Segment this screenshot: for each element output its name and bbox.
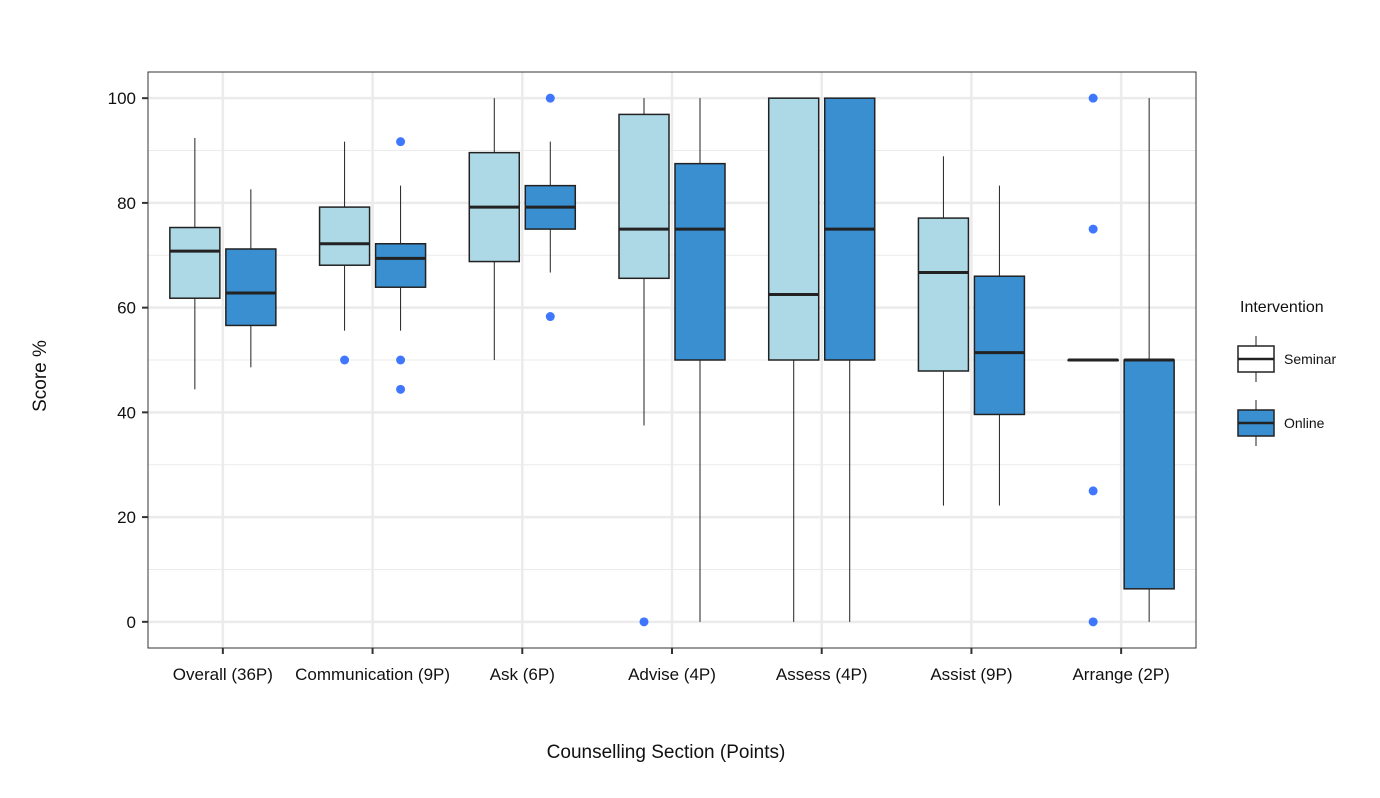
outlier-point (1088, 224, 1098, 234)
outlier-point (1088, 93, 1098, 103)
x-tick-label: Assist (9P) (930, 665, 1012, 684)
y-tick-label: 20 (117, 508, 136, 527)
y-tick-label: 100 (108, 89, 136, 108)
outlier-point (545, 312, 555, 322)
box-online (225, 248, 277, 327)
box-online (674, 162, 726, 361)
legend-label-online: Online (1284, 415, 1325, 431)
box-seminar (318, 206, 371, 266)
boxes-layer (169, 93, 1175, 627)
y-axis-title: Score % (30, 340, 51, 412)
box-seminar (618, 113, 670, 280)
x-tick-label: Ask (6P) (490, 665, 555, 684)
y-tick-label: 40 (117, 403, 136, 422)
y-tick-label: 0 (127, 613, 136, 632)
x-tick-label: Overall (36P) (173, 665, 273, 684)
outlier-point (340, 355, 350, 365)
box-online (1123, 359, 1175, 590)
legend-title: Intervention (1240, 299, 1324, 316)
box-seminar (169, 226, 221, 299)
y-tick-label: 60 (117, 299, 136, 318)
outlier-point (1088, 617, 1098, 627)
outlier-point (396, 137, 406, 147)
outlier-point (1088, 486, 1098, 496)
outlier-point (639, 617, 649, 627)
outlier-point (545, 93, 555, 103)
x-tick-label: Arrange (2P) (1072, 665, 1169, 684)
box-online (374, 243, 427, 288)
outlier-point (396, 384, 406, 394)
legend: Intervention Seminar Online (1237, 299, 1336, 446)
legend-label-seminar: Seminar (1284, 351, 1336, 367)
outlier-point (396, 355, 406, 365)
y-tick-label: 80 (117, 194, 136, 213)
axes-layer: 0 20 40 60 80 100 Overall (36P) Communication (… (108, 89, 1170, 684)
box-seminar (767, 97, 820, 361)
x-axis-title: Counselling Section (Points) (547, 742, 786, 763)
x-tick-label: Assess (4P) (776, 665, 868, 684)
grid-layer (148, 72, 1196, 648)
x-tick-label: Advise (4P) (628, 665, 716, 684)
x-tick-label: Communication (9P) (295, 665, 450, 684)
box-seminar (917, 217, 970, 372)
box-online (973, 275, 1026, 416)
